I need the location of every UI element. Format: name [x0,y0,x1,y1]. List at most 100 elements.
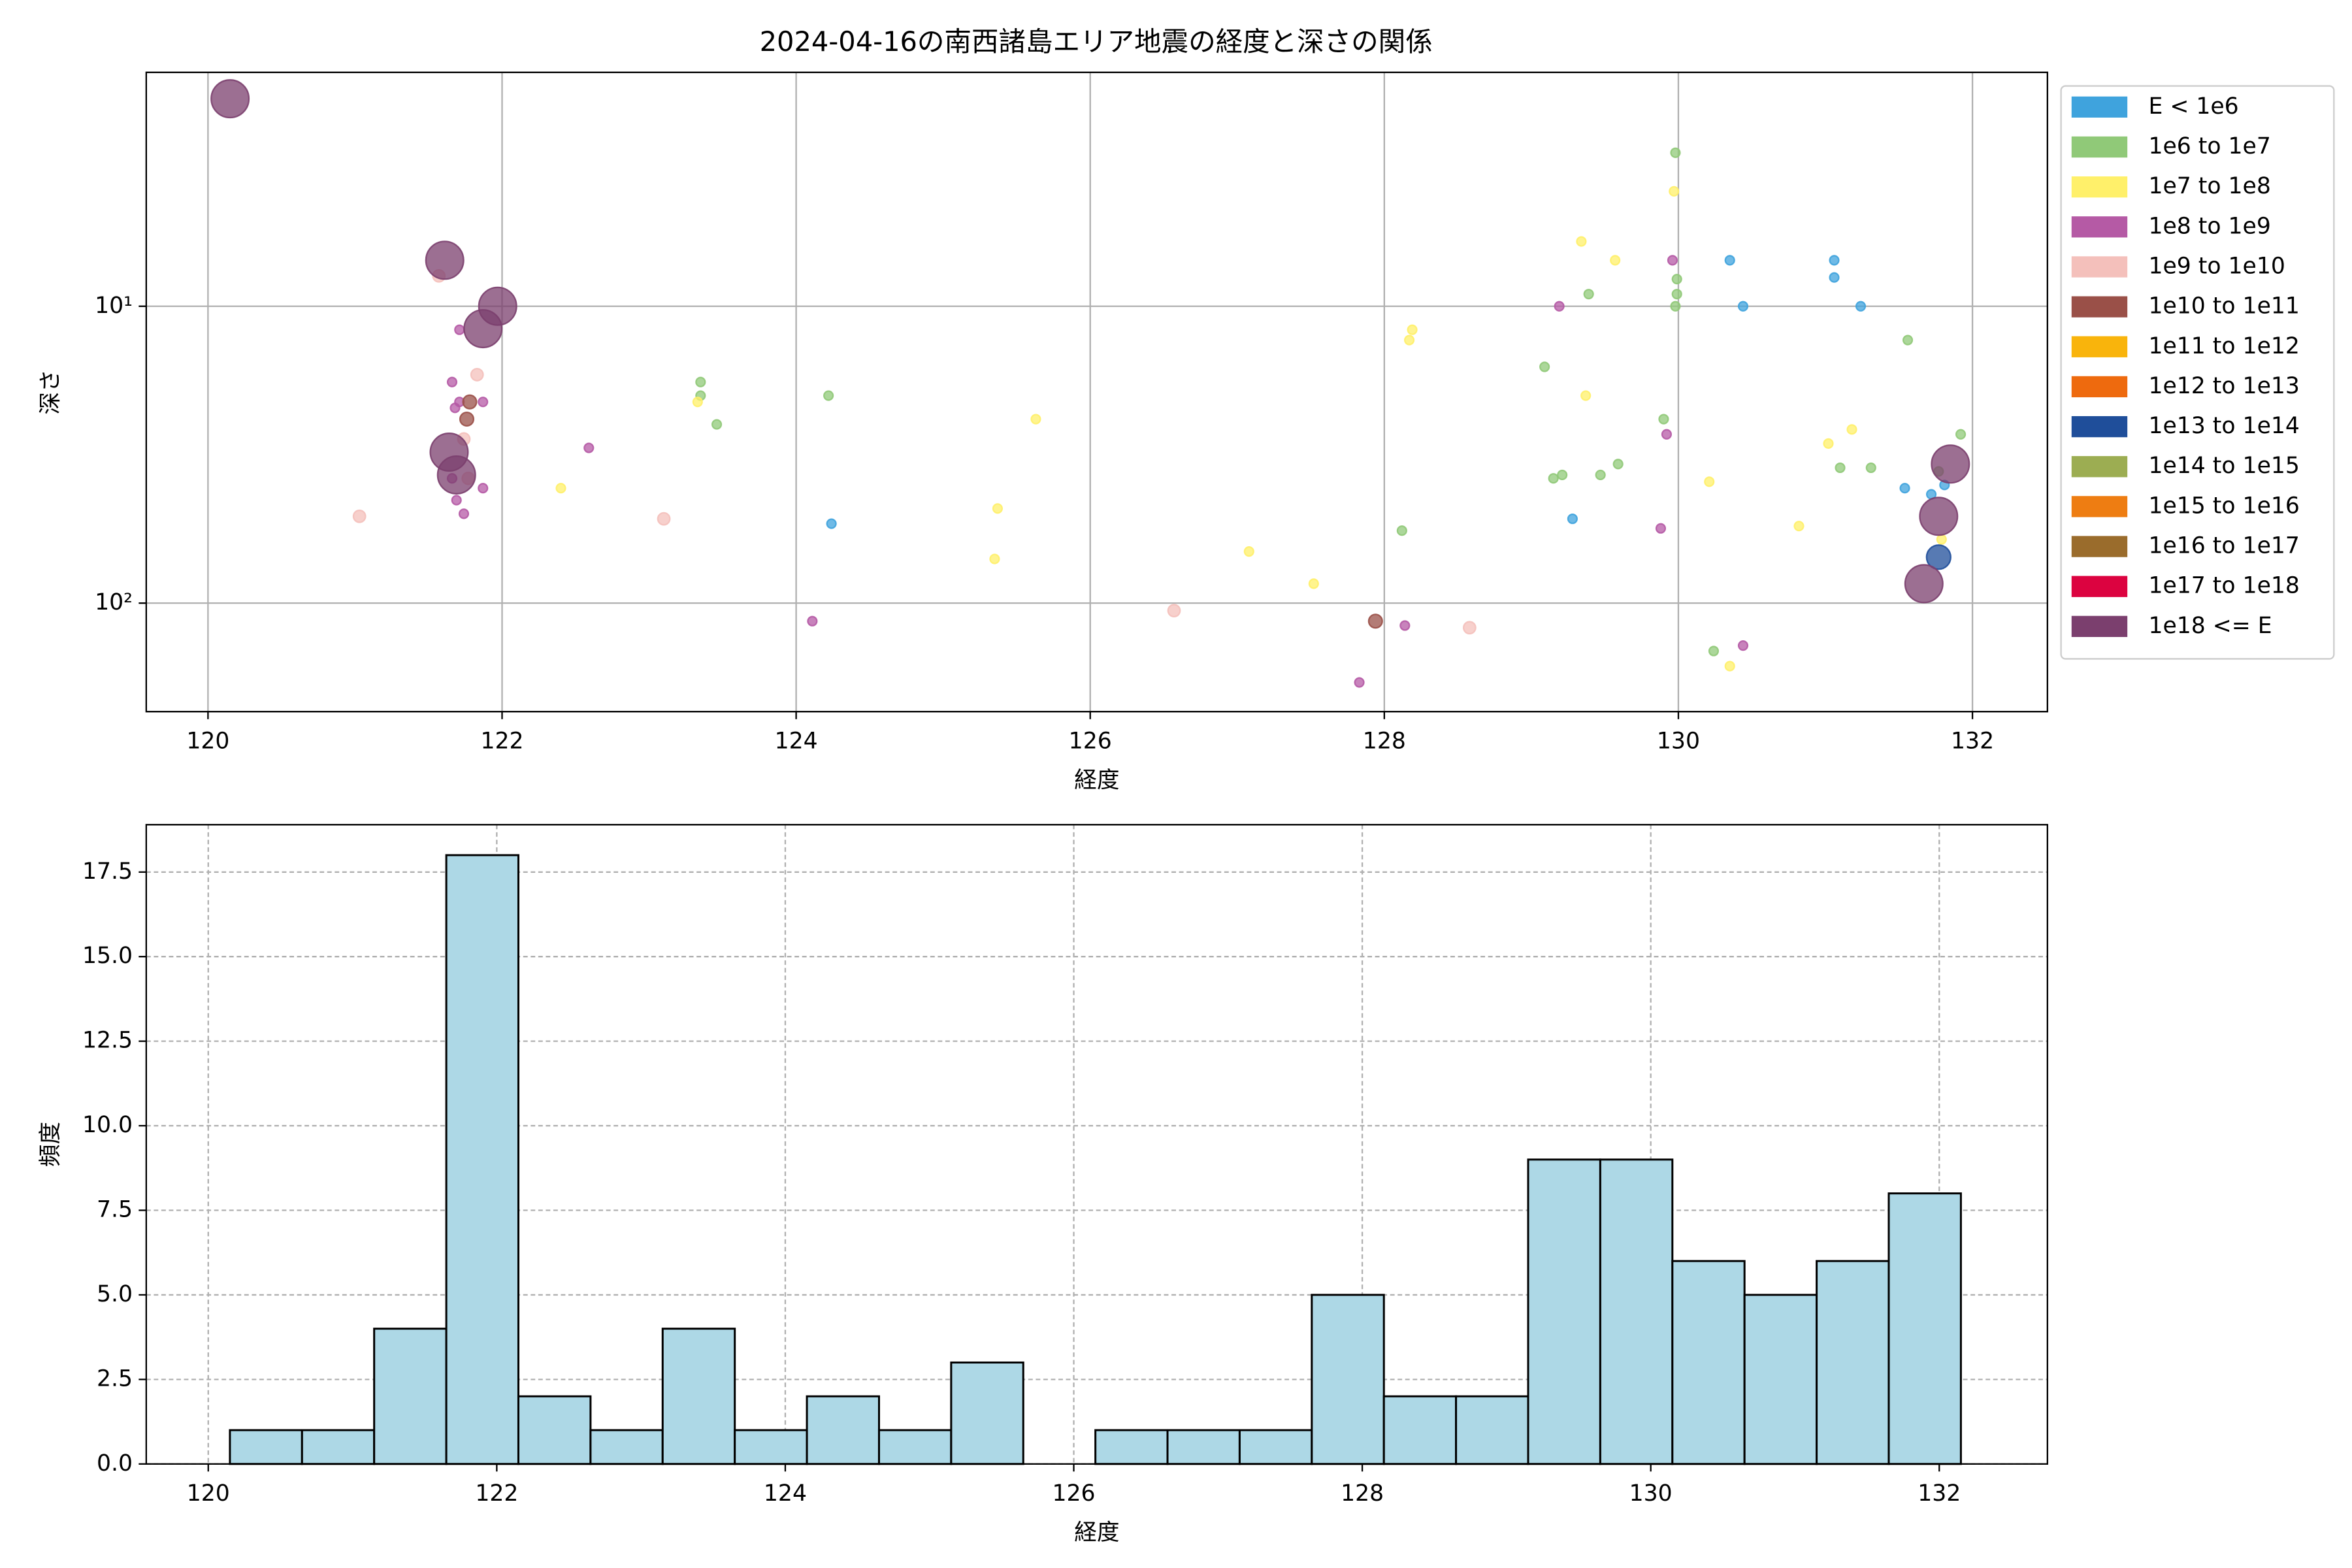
data-point [1671,274,1682,285]
data-point [1407,324,1418,335]
data-point [1724,661,1735,672]
data-point [1835,462,1846,474]
legend-swatch [2071,456,2128,478]
histogram-bar [1527,1158,1601,1465]
data-point [657,512,671,526]
x-tick-label: 122 [480,728,523,754]
data-point [826,518,837,529]
legend-swatch [2071,96,2128,118]
data-point [1539,361,1550,372]
data-point [1931,444,1970,484]
legend-label: 1e11 to 1e12 [2148,333,2299,359]
x-tick-label: 120 [186,728,229,754]
legend-label: 1e6 to 1e7 [2148,133,2270,159]
data-point [1367,613,1383,629]
data-point [1936,534,1947,545]
legend-label: E < 1e6 [2148,93,2238,120]
data-point [470,368,484,382]
x-tick-label: 130 [1657,728,1700,754]
histogram-bar [806,1395,880,1465]
x-tick-label: 132 [1951,728,1994,754]
legend-label: 1e9 to 1e10 [2148,253,2285,279]
plot-frame [145,71,2048,713]
legend-label: 1e14 to 1e15 [2148,453,2299,479]
data-point [1925,544,1952,570]
data-point [1667,255,1678,266]
data-point [478,483,489,494]
data-point [1829,255,1840,266]
legend-box [2060,85,2335,660]
histogram-bar [877,1429,953,1465]
data-point [1030,414,1041,425]
data-point [1462,621,1477,635]
histogram-bar [589,1429,664,1465]
x-tick-label: 126 [1069,728,1112,754]
data-point [711,419,723,430]
y-tick-label: 2.5 [97,1365,133,1392]
data-point [1904,564,1944,604]
data-point [458,508,470,519]
histogram-bar [229,1429,303,1465]
data-point [1658,414,1669,425]
y-tick-label: 10² [95,589,133,615]
data-point [1708,645,1720,657]
y-tick-label: 0.0 [97,1450,133,1477]
y-tick-label: 17.5 [82,858,133,885]
histogram-bar [1094,1429,1169,1465]
data-point [989,553,1000,564]
data-point [436,455,476,495]
histogram-bar [950,1361,1024,1465]
y-axis-label: 深さ [37,369,63,414]
histogram-bar [1311,1294,1385,1465]
data-point [1955,429,1967,440]
x-axis-label: 経度 [1074,767,1119,793]
data-point [1557,469,1568,481]
legend-label: 1e10 to 1e11 [2148,293,2299,319]
y-tick-label: 5.0 [97,1281,133,1307]
plot-frame [145,824,2048,1465]
x-tick-label: 128 [1341,1480,1384,1507]
data-point [1724,255,1735,266]
legend-swatch [2071,376,2128,398]
legend-label: 1e7 to 1e8 [2148,173,2270,199]
data-point [1902,335,1914,346]
data-point [1308,578,1319,589]
legend-swatch [2071,496,2128,517]
data-point [425,240,465,280]
x-tick-label: 130 [1629,1480,1673,1507]
legend-swatch [2071,615,2128,637]
legend-label: 1e13 to 1e14 [2148,413,2299,439]
data-point [1576,236,1587,247]
data-point [555,483,566,494]
y-axis-label: 頻度 [37,1122,63,1167]
data-point [1655,523,1667,534]
legend-label: 1e17 to 1e18 [2148,573,2299,599]
data-point [695,376,706,387]
legend-swatch [2071,136,2128,158]
histogram-bar [1743,1294,1818,1465]
y-tick-label: 15.0 [82,943,133,969]
legend-label: 1e15 to 1e16 [2148,493,2299,519]
legend-label: 1e12 to 1e13 [2148,373,2299,399]
data-point [1610,255,1621,266]
data-point [823,390,834,401]
data-point [449,402,461,414]
histogram-bar [1887,1192,1962,1465]
data-point [1671,289,1682,300]
data-point [1396,525,1407,536]
data-point [1855,301,1867,312]
data-point [1583,289,1594,300]
x-tick-label: 128 [1363,728,1406,754]
legend-swatch [2071,176,2128,198]
data-point [583,442,595,453]
data-point [1670,301,1681,312]
histogram-bar [1238,1429,1313,1465]
data-point [1704,476,1715,487]
legend-swatch [2071,536,2128,557]
data-point [1567,514,1578,525]
data-point [1554,301,1565,312]
y-tick-label: 12.5 [82,1028,133,1054]
legend-swatch [2071,216,2128,238]
